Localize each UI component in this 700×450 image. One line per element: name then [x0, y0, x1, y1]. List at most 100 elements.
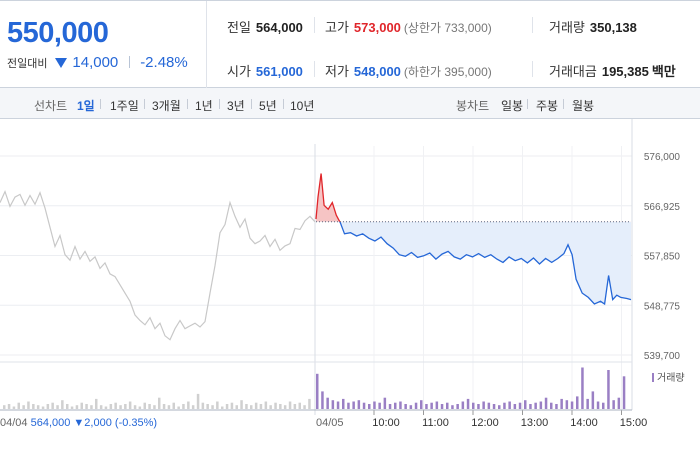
- stat-label: 저가: [325, 64, 349, 79]
- stat-label: 거래량: [549, 20, 585, 35]
- grid: [0, 119, 633, 415]
- volume-bar: [466, 398, 470, 409]
- prev-day-change: ▼2,000: [73, 417, 114, 429]
- volume-bar: [119, 405, 122, 409]
- period-1d-tab[interactable]: 1일: [77, 99, 95, 113]
- monthly-candle-tab[interactable]: 월봉: [572, 99, 595, 113]
- stat-value: 195,385: [601, 64, 649, 79]
- volume-bar: [3, 405, 6, 409]
- volume-bar: [404, 404, 407, 409]
- volume-bar: [461, 401, 465, 409]
- change-percent: -2.48%: [140, 54, 188, 71]
- prev-day-info: 04/04 564,000 ▼2,000 (-0.35%): [0, 417, 157, 429]
- volume-bar: [143, 402, 146, 409]
- volume-bar: [41, 406, 45, 409]
- volume-bar: [513, 404, 517, 409]
- volume-bar: [362, 402, 366, 409]
- volume-bar: [472, 402, 475, 409]
- today-line-down: [339, 221, 632, 306]
- stat-unit: 백만: [651, 64, 676, 79]
- volume-bar: [368, 404, 371, 409]
- weekly-candle-tab[interactable]: 주봉: [536, 99, 559, 113]
- volume-bar: [612, 400, 615, 409]
- volume-bar: [326, 397, 329, 409]
- volume-bar: [90, 405, 93, 409]
- volume-bar: [211, 405, 214, 409]
- volume-bar: [622, 376, 626, 409]
- volume-bar: [303, 405, 306, 409]
- volume-bar: [22, 405, 25, 409]
- volume-bar: [12, 406, 16, 409]
- volume-bar: [158, 397, 161, 409]
- divider: [532, 17, 533, 33]
- volume-bar: [201, 402, 205, 409]
- y-tick-label: 576,000: [644, 152, 681, 163]
- stat-value: 561,000: [255, 64, 303, 79]
- volume-bar: [550, 402, 553, 409]
- volume-bar: [440, 404, 444, 409]
- volume-bar: [240, 400, 243, 409]
- volume-bar: [109, 404, 113, 409]
- volume-bar: [32, 404, 35, 409]
- volume-bar: [555, 404, 558, 409]
- volume-bar: [576, 396, 579, 409]
- area-fill: [316, 173, 631, 304]
- prev-day-line: [0, 189, 316, 341]
- y-tick-label: 566,925: [644, 202, 681, 213]
- volume-bar: [124, 404, 127, 409]
- volume-bar: [85, 404, 88, 409]
- divider: [144, 99, 145, 109]
- volume-bar: [250, 405, 253, 409]
- period-1w-tab[interactable]: 1주일: [110, 99, 139, 113]
- stat-label: 전일: [227, 20, 251, 35]
- volume-bar: [172, 402, 175, 409]
- volume-legend-swatch: [652, 373, 654, 382]
- volume-bar: [596, 401, 600, 409]
- volume-bar: [66, 404, 69, 409]
- volume-bar: [182, 404, 185, 409]
- volume-bar: [316, 373, 319, 409]
- price-box: 550,000 전일대비 14,000 -2.48%: [0, 1, 207, 88]
- volume-bar: [167, 405, 171, 409]
- candle-chart-label: 봉차트: [456, 99, 490, 113]
- period-10y-tab[interactable]: 10년: [290, 99, 315, 113]
- volume-bar: [435, 401, 439, 409]
- volume-bar: [586, 398, 589, 409]
- price-chart-svg: 576,000 566,925 557,850 548,775 539,700 10:00…: [0, 119, 685, 429]
- stat-high: 고가 573,000 (상한가 733,000): [325, 17, 492, 36]
- volume-bar: [245, 404, 248, 409]
- stat-label: 고가: [325, 20, 349, 35]
- volume-bar: [482, 401, 485, 409]
- volume-bar: [279, 404, 282, 409]
- volume-bar: [61, 400, 64, 409]
- volume-bar: [529, 404, 532, 409]
- period-3y-tab[interactable]: 3년: [227, 99, 245, 113]
- divider: [219, 99, 220, 109]
- volume-bar: [70, 406, 74, 409]
- volume-bar: [503, 402, 506, 409]
- volume-bar: [451, 405, 454, 409]
- stat-label: 시가: [227, 64, 251, 79]
- x-tick-label: 11:00: [422, 417, 449, 429]
- volume-bar: [602, 402, 605, 409]
- divider: [527, 99, 528, 109]
- volume-bar: [269, 405, 272, 409]
- daily-candle-tab[interactable]: 일봉: [501, 99, 524, 113]
- volume-bar: [153, 405, 156, 409]
- y-tick-label: 557,850: [644, 252, 681, 263]
- period-5y-tab[interactable]: 5년: [259, 99, 277, 113]
- volume-bar: [274, 402, 277, 409]
- price-chart[interactable]: 576,000 566,925 557,850 548,775 539,700 10:00…: [0, 119, 700, 450]
- lower-limit-note: (하한가 395,000): [403, 65, 492, 79]
- volume-bar: [518, 402, 522, 409]
- volume-bar: [336, 401, 340, 409]
- volume-bar: [394, 402, 397, 409]
- volume-bar: [95, 398, 98, 409]
- period-1y-tab[interactable]: 1년: [195, 99, 213, 113]
- volume-bar: [56, 405, 59, 409]
- y-tick-label: 548,775: [644, 301, 681, 312]
- volume-bar: [446, 402, 449, 409]
- period-3m-tab[interactable]: 3개월: [152, 99, 181, 113]
- volume-bar: [321, 391, 324, 409]
